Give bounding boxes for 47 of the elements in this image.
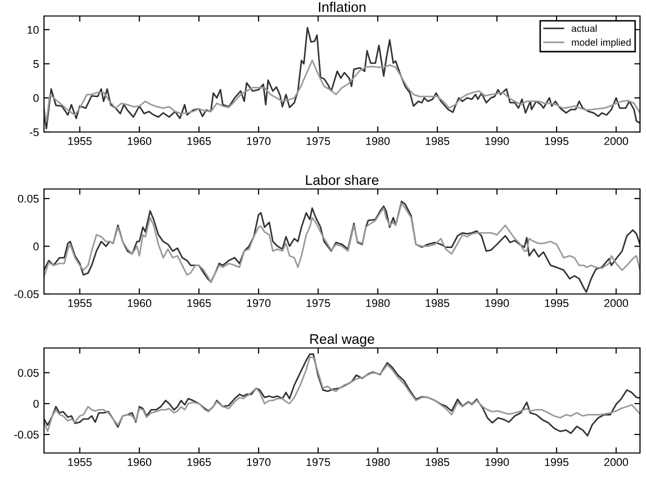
x-tick-label: 2000 xyxy=(604,299,628,308)
line-series xyxy=(44,60,640,123)
x-tick-label: 1965 xyxy=(187,137,211,146)
x-tick-label: 1955 xyxy=(68,299,92,308)
y-tick-label: 0.05 xyxy=(18,368,39,377)
y-tick-label: 0 xyxy=(33,400,39,408)
x-tick-label: 1965 xyxy=(187,299,211,308)
x-tick-label: 1975 xyxy=(306,458,330,466)
x-tick-label: 1980 xyxy=(366,137,390,146)
x-tick-label: 1980 xyxy=(366,458,390,466)
x-tick-label: 1990 xyxy=(485,299,509,308)
x-tick-label: 1985 xyxy=(426,458,450,466)
y-tick-label: -0.05 xyxy=(14,430,39,439)
x-tick-label: 1960 xyxy=(128,299,152,308)
line-series xyxy=(44,26,640,130)
x-tick-label: 2000 xyxy=(604,137,628,146)
x-tick-label: 1975 xyxy=(306,137,330,146)
x-tick-label: 1990 xyxy=(485,137,509,146)
legend-label: model implied xyxy=(572,38,631,48)
chart-title: Real wage xyxy=(310,334,374,347)
x-tick-label: 1955 xyxy=(68,458,92,466)
x-tick-label: 1975 xyxy=(306,299,330,308)
x-tick-label: 1970 xyxy=(247,299,270,308)
y-tick-label: 0 xyxy=(33,94,39,102)
x-tick-label: 1960 xyxy=(128,137,152,146)
x-tick-label: 2000 xyxy=(604,458,628,466)
chart-title: Inflation xyxy=(318,2,366,12)
y-tick-label: 0.05 xyxy=(18,194,39,203)
x-tick-label: 1990 xyxy=(485,458,509,466)
x-tick-label: 1995 xyxy=(545,299,568,308)
y-tick-label: -5 xyxy=(30,128,39,136)
legend-label: actual xyxy=(572,24,597,32)
x-tick-label: 1980 xyxy=(366,299,390,308)
x-tick-label: 1995 xyxy=(545,458,568,466)
x-tick-label: 1970 xyxy=(247,458,270,466)
x-tick-label: 1995 xyxy=(545,137,568,146)
y-tick-label: -0.05 xyxy=(14,290,39,298)
x-tick-label: 1955 xyxy=(68,137,92,146)
x-tick-label: 1970 xyxy=(247,137,270,146)
x-tick-label: 1960 xyxy=(128,458,152,466)
x-tick-label: 1985 xyxy=(426,299,450,308)
y-tick-label: 0 xyxy=(33,242,39,250)
y-tick-label: 10 xyxy=(28,26,39,34)
y-tick-label: 5 xyxy=(33,60,39,68)
x-tick-label: 1985 xyxy=(426,137,450,146)
x-tick-label: 1965 xyxy=(187,458,211,466)
chart-title: Labor share xyxy=(306,174,378,185)
